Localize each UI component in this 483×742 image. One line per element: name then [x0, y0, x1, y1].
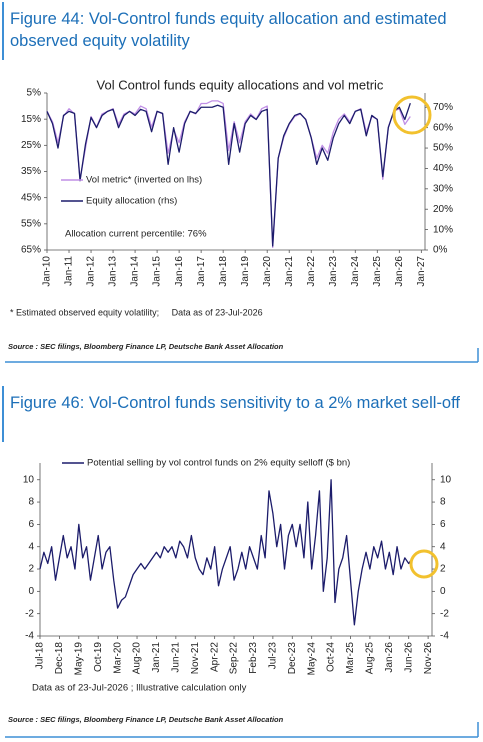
x-tick-label: Aug-25: [365, 642, 376, 675]
figure-title: Figure 44: Vol-Control funds equity allo…: [10, 10, 447, 50]
x-tick-label: Jan-12: [86, 256, 97, 287]
x-tick-label: Jan-15: [152, 256, 163, 287]
x-tick-label: Jan-21: [284, 256, 295, 287]
header-bar: [2, 386, 4, 442]
x-tick-label: Jan-16: [174, 256, 185, 287]
x-tick-label: Jan-14: [130, 256, 141, 287]
x-tick-label: Jan-17: [196, 256, 207, 287]
legend-label: Vol metric* (inverted on lhs): [86, 175, 202, 186]
series-line: [46, 102, 411, 247]
annotation: Data as of 23-Jul-2026 ; Illustrative ca…: [32, 683, 247, 694]
annotation: Allocation current percentile: 76%: [65, 229, 207, 240]
x-tick-label: Sep-22: [229, 642, 240, 675]
y2-tick-label: -4: [440, 631, 449, 642]
y-tick-label: 65%: [21, 245, 41, 256]
y2-tick-label: 10: [440, 474, 452, 485]
footnote: * Estimated observed equity volatility; …: [10, 307, 263, 317]
chart-title: Vol Control funds equity allocations and…: [97, 77, 384, 92]
x-tick-label: Dec-23: [287, 642, 298, 675]
x-tick-label: Nov-26: [423, 642, 434, 675]
x-tick-label: Jan-27: [416, 256, 427, 287]
x-tick-label: Mar-25: [345, 642, 356, 674]
y-tick-label: 35%: [21, 166, 41, 177]
x-tick-label: Jan-26: [384, 642, 395, 673]
x-tick-label: Oct-24: [326, 642, 337, 672]
x-tick-label: Aug-20: [132, 642, 143, 675]
x-tick-label: Dec-18: [54, 642, 65, 675]
x-tick-label: Jan-25: [372, 256, 383, 287]
source: Source : SEC filings, Bloomberg Finance …: [8, 715, 284, 724]
y-tick-label: 0: [28, 586, 34, 597]
x-tick-label: Apr-22: [209, 642, 220, 672]
x-tick-label: Jan-20: [262, 256, 273, 287]
x-tick-label: Jul-18: [35, 642, 46, 670]
y2-tick-label: 2: [440, 564, 446, 575]
x-tick-label: Jan-11: [64, 256, 75, 286]
x-tick-label: Jan-24: [350, 256, 361, 287]
y-tick-label: 15%: [21, 114, 41, 125]
y-tick-label: -2: [25, 608, 34, 619]
x-tick-label: Jan-23: [328, 256, 339, 287]
x-tick-label: Jan-18: [218, 256, 229, 287]
x-tick-label: Jan-19: [240, 256, 251, 287]
x-tick-label: Feb-23: [248, 642, 259, 674]
y-tick-label: 6: [28, 519, 34, 530]
x-tick-label: Jul-23: [268, 642, 279, 670]
y2-tick-label: 10%: [433, 224, 453, 235]
legend-label: Potential selling by vol control funds o…: [87, 458, 350, 469]
y2-tick-label: 6: [440, 519, 446, 530]
y-tick-label: 5%: [27, 88, 42, 99]
x-tick-label: Oct-19: [93, 642, 104, 672]
x-tick-label: Jan-22: [306, 256, 317, 287]
x-tick-label: May-19: [73, 642, 84, 676]
highlight-circle: [392, 95, 432, 135]
y2-tick-label: 0: [440, 586, 446, 597]
figure-title: Figure 46: Vol-Control funds sensitivity…: [10, 394, 460, 412]
x-tick-label: Jan-21: [151, 642, 162, 673]
y2-tick-label: 50%: [433, 143, 453, 154]
y2-tick-label: 20%: [433, 204, 453, 215]
x-tick-label: Jan-26: [394, 256, 405, 287]
x-tick-label: May-24: [306, 642, 317, 676]
y-tick-label: 45%: [21, 192, 41, 203]
y2-tick-label: -2: [440, 608, 449, 619]
x-tick-label: Mar-20: [112, 642, 123, 674]
y2-tick-label: 60%: [433, 122, 453, 133]
y2-tick-label: 8: [440, 497, 446, 508]
y-tick-label: 4: [28, 541, 34, 552]
y-tick-label: 10: [23, 474, 35, 485]
y-tick-label: 55%: [21, 218, 41, 229]
header-bar: [2, 2, 4, 60]
legend-label: Equity allocation (rhs): [86, 196, 177, 207]
y2-tick-label: 0%: [433, 245, 448, 256]
x-tick-label: Jan-10: [42, 256, 53, 287]
highlight-circle: [409, 549, 439, 579]
y-tick-label: 2: [28, 564, 34, 575]
series-line: [39, 479, 414, 626]
x-tick-label: Jun-21: [170, 642, 181, 673]
y2-tick-label: 70%: [433, 102, 453, 113]
source: Source : SEC filings, Bloomberg Finance …: [8, 342, 284, 351]
y-tick-label: 25%: [21, 140, 41, 151]
y-tick-label: 8: [28, 497, 34, 508]
y2-tick-label: 4: [440, 541, 446, 552]
y-tick-label: -4: [25, 631, 34, 642]
y2-tick-label: 30%: [433, 183, 453, 194]
y2-tick-label: 40%: [433, 163, 453, 174]
x-tick-label: Jan-13: [108, 256, 119, 287]
x-tick-label: Jun-26: [403, 642, 414, 673]
x-tick-label: Nov-21: [190, 642, 201, 675]
